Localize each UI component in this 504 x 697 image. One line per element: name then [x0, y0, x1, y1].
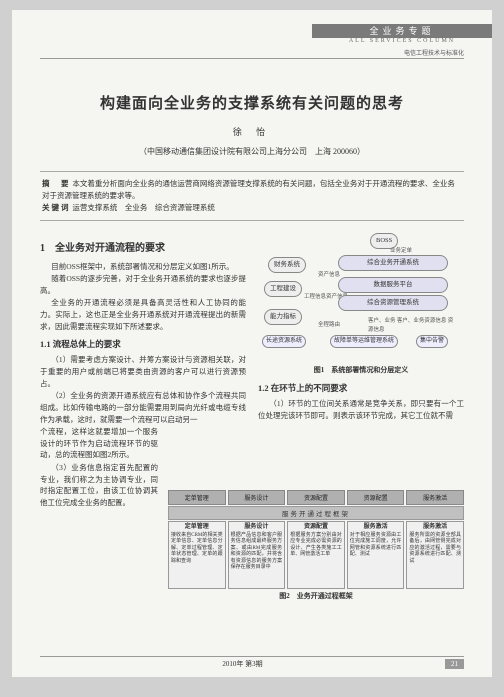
fig1-node-fault: 故障单等运维管理系统 [330, 335, 398, 348]
fig2-cell: 服务设计 根据产品信息和客户服务信息组成最终服务方案、或由RM完成服务和资源的匹… [228, 521, 286, 589]
page-footer: 2010年 第3期 21 [40, 656, 464, 669]
fig2-cell: 服务激活 服务所需的资源全部具备后，由网管侧完成对应的激活过程，需要与资源系统进… [406, 521, 464, 589]
fig2-stage: 定单管理 [168, 490, 226, 505]
header-journal: 电信工程技术与标准化 [404, 48, 464, 57]
fig2-cell-text: 服务所需的资源全部具备后，由网管侧完成对应的激活过程，需要与资源系统进行匹配、测… [409, 533, 461, 564]
article-affiliation: （中国移动通信集团设计院有限公司上海分公司 上海 200060） [40, 146, 464, 157]
para: （1）需要考虑方案设计、并筹方案设计与资源相关联，对于重要的用户或前端已将要类由… [40, 354, 246, 389]
figure-2: 定单管理 服务设计 资源配置 资源配置 服务激活 服务开通过程框架 定单管理 接… [168, 490, 464, 601]
fig2-cell: 服务激活 对于相应服务资源由工位完成施工调度，允许网管和资源系统进行匹配、测试 [347, 521, 405, 589]
section-1-1-heading: 1.1 流程总体上的要求 [40, 338, 246, 351]
fig1-edge-custinfo: 客户、业务 客户、业务资源信息 资源信息 [368, 317, 458, 334]
fig2-cell: 资源配置 根据服务方案分别由对应专业完成必需资源的设计、产生各类施工工单、网管激… [287, 521, 345, 589]
fig2-cell-text: 对于相应服务资源由工位完成施工调度，允许网管和资源系统进行匹配、测试 [350, 533, 402, 558]
body-columns: 1 全业务对开通流程的要求 目前OSS框架中，系统部署情况和分层定义如图1所示。… [40, 233, 464, 510]
fig2-header-row: 定单管理 服务设计 资源配置 资源配置 服务激活 [168, 490, 464, 505]
figure-1: BOSS 业务定单 财务系统 综合业务开通系统 资产信息 工程建设 数据服务平台… [258, 233, 464, 363]
abstract-label: 摘 要 [42, 179, 71, 188]
para: 个流程，这样这就要增加一个服务设计的环节作为启动流程环节的驱动，总的流程图如图2… [40, 426, 158, 461]
fig2-banner: 服务开通过程框架 [168, 506, 464, 520]
para: 全业务的开通流程必须是具备高灵活性和人工协同的能力。实际上，这也正是全业务开通系… [40, 297, 246, 332]
keywords-row: 关键词 运营支撑系统 全业务 综合资源管理系统 [42, 202, 462, 214]
fig1-node-capab: 能力指标 [264, 309, 302, 325]
fig2-cell-head: 资源配置 [290, 524, 342, 532]
abstract-row: 摘 要 本文着重分析面向全业务的通信运营商网络资源管理支撑系统的有关问题，包括全… [42, 178, 462, 202]
fig1-node-focus: 集中告警 [416, 335, 448, 348]
fig1-node-resmgmt: 综合资源管理系统 [338, 295, 448, 311]
abstract-box: 摘 要 本文着重分析面向全业务的通信运营商网络资源管理支撑系统的有关问题，包括全… [40, 171, 464, 221]
para: （2）全业务的资源开通系统应有总体和协作多个流程共同组成。比如传输电路的一部分能… [40, 390, 246, 425]
para: 随着OSS的逐步完善，对于全业务开通系统的要求也逐步提高。 [40, 273, 246, 296]
fig2-cell-head: 服务激活 [409, 524, 461, 532]
fig2-stage: 资源配置 [287, 490, 345, 505]
column-left-narrow: 个流程，这样这就要增加一个服务设计的环节作为启动流程环节的驱动，总的流程图如图2… [40, 426, 158, 508]
fig1-node-dataplat: 数据服务平台 [338, 277, 448, 293]
section-1-2-heading: 1.2 在环节上的不同要求 [258, 382, 464, 395]
fig2-body-row: 定单管理 接收来自CRM的相关类定单信息、定单信息分解、定单过程管理、定单状态管… [168, 521, 464, 589]
page: 全业务专题 ALL SERVICES COLUMN 电信工程技术与标准化 构建面… [12, 10, 492, 677]
fig2-cell-head: 定单管理 [171, 524, 223, 532]
figure-2-caption: 图2 业务开通过程框架 [168, 591, 464, 601]
fig1-node-nearres: 长途资源系统 [262, 335, 306, 348]
page-number: 21 [445, 659, 464, 669]
header-rule [40, 58, 464, 59]
fig1-node-finance: 财务系统 [268, 257, 306, 273]
fig1-edge-fullroute: 全程路由 [318, 321, 340, 330]
header-category: 全业务专题 [312, 24, 492, 38]
fig1-node-integ-open: 综合业务开通系统 [338, 255, 448, 271]
para: 目前OSS框架中，系统部署情况和分层定义如图1所示。 [40, 261, 246, 273]
para: （3）业务信息指定首先配置的专业，我们称之为主协调专业，同时指定配置工位，由该工… [40, 462, 158, 509]
section-1-heading: 1 全业务对开通流程的要求 [40, 241, 246, 257]
fig1-edge-resinfo: 资产信息 [318, 271, 340, 280]
article-title: 构建面向全业务的支撑系统有关问题的思考 [40, 92, 464, 113]
abstract-text: 本文着重分析面向全业务的通信运营商网络资源管理支撑系统的有关问题，包括全业务对于… [42, 179, 455, 200]
fig2-stage: 资源配置 [347, 490, 405, 505]
column-right: BOSS 业务定单 财务系统 综合业务开通系统 资产信息 工程建设 数据服务平台… [258, 233, 464, 510]
footer-issue: 2010年 第3期 [222, 659, 262, 669]
header-category-en: ALL SERVICES COLUMN [312, 38, 492, 44]
fig2-cell-text: 根据产品信息和客户服务信息组成最终服务方案、或由RM完成服务和资源的匹配，并将含… [231, 533, 283, 571]
fig2-cell-text: 根据服务方案分别由对应专业完成必需资源的设计、产生各类施工工单、网管激活工单 [290, 533, 342, 558]
fig2-cell-head: 服务激活 [350, 524, 402, 532]
keywords-label: 关键词 [42, 203, 71, 212]
fig2-cell-head: 服务设计 [231, 524, 283, 532]
keywords-text: 运营支撑系统 全业务 综合资源管理系统 [72, 203, 215, 212]
article-author: 徐 怡 [40, 125, 464, 138]
para: （1）环节的工位间关系通常是竞争关系，即只要有一个工位处理完该环节即可。则表示该… [258, 398, 464, 421]
fig1-node-project: 工程建设 [264, 281, 302, 297]
fig2-stage: 服务激活 [406, 490, 464, 505]
fig2-stage: 服务设计 [228, 490, 286, 505]
figure-1-caption: 图1 系统部署情况和分层定义 [258, 365, 464, 376]
column-left: 1 全业务对开通流程的要求 目前OSS框架中，系统部署情况和分层定义如图1所示。… [40, 233, 246, 510]
fig2-cell: 定单管理 接收来自CRM的相关类定单信息、定单信息分解、定单过程管理、定单状态管… [168, 521, 226, 589]
fig2-cell-text: 接收来自CRM的相关类定单信息、定单信息分解、定单过程管理、定单状态管理、定单的… [171, 533, 223, 564]
